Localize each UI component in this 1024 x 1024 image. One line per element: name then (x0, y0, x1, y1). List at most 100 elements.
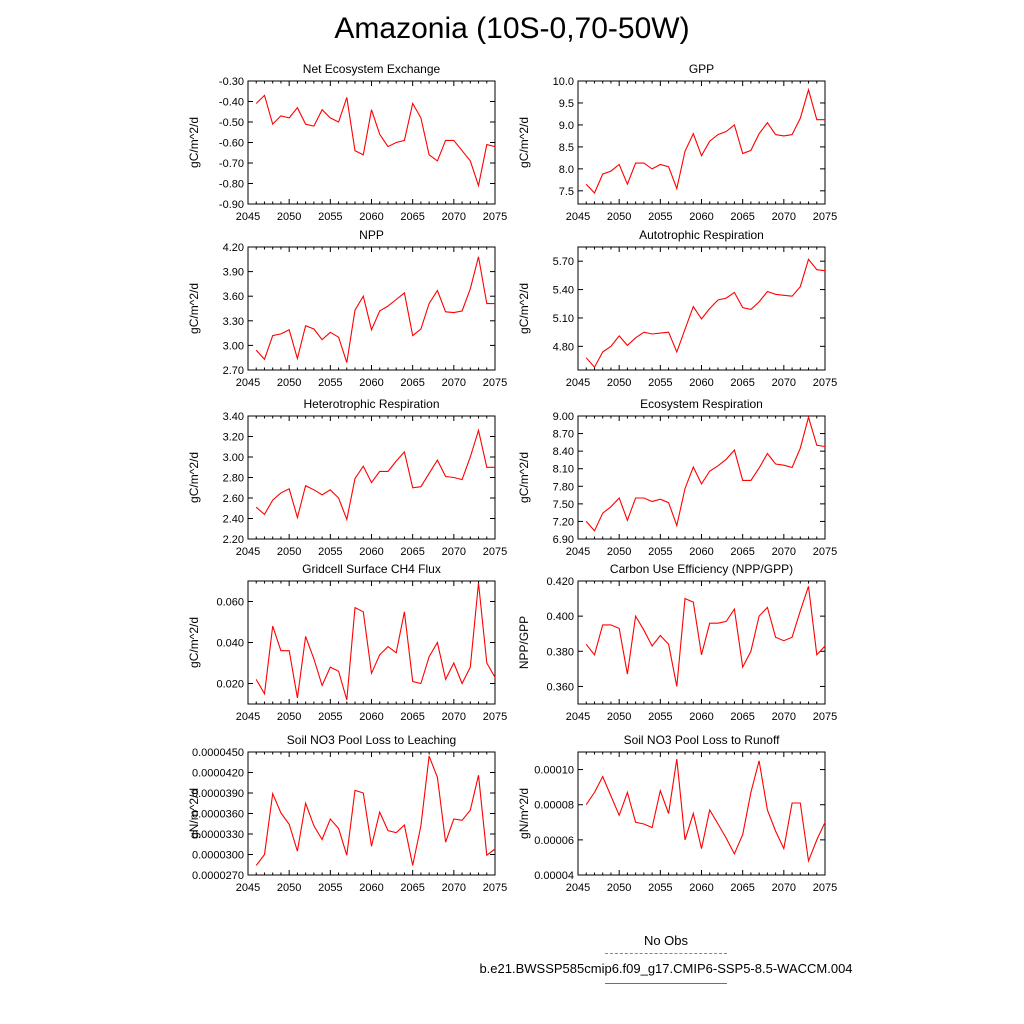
y-tick-label: -0.80 (219, 179, 244, 191)
y-tick-label: 6.90 (553, 534, 574, 546)
y-tick-label: 5.10 (553, 313, 574, 325)
x-tick-label: 2065 (400, 211, 424, 223)
y-tick-label: 7.50 (553, 499, 574, 511)
x-tick-label: 2050 (277, 882, 301, 894)
series-line (585, 87, 825, 194)
plot-frame (577, 415, 826, 540)
chart-panel-4: Autotrophic Respiration gC/m^2/d 4.80 5.10 5… (517, 228, 837, 389)
chart-panel-10: Soil NO3 Pool Loss to RunoffgN/m^2/d0.00… (517, 733, 837, 894)
y-axis-label: gC/m^2/d (187, 283, 201, 334)
y-tick-label: 0.0000330 (192, 829, 244, 841)
y-tick-label: 3.30 (223, 316, 244, 328)
x-tick-label: 2045 (566, 882, 590, 894)
y-tick-label: 0.00010 (534, 765, 574, 777)
x-tick-label: 2060 (359, 882, 383, 894)
y-tick-label: 0.060 (216, 597, 244, 609)
y-tick-label: 0.0000270 (192, 870, 244, 882)
x-tick-label: 2065 (730, 377, 754, 389)
x-tick-label: 2070 (442, 211, 466, 223)
x-tick-label: 2060 (689, 711, 713, 723)
y-tick-label: 7.5 (559, 186, 574, 198)
chart-title: Soil NO3 Pool Loss to Runoff (624, 733, 781, 747)
x-tick-label: 2070 (772, 211, 796, 223)
x-tick-label: 2060 (359, 711, 383, 723)
y-axis-label: gC/m^2/d (517, 283, 531, 334)
x-tick-label: 2065 (400, 711, 424, 723)
y-tick-label: 0.0000390 (192, 788, 244, 800)
x-tick-label: 2055 (318, 546, 342, 558)
legend-obs-line (605, 953, 727, 954)
x-tick-label: 2065 (400, 377, 424, 389)
x-tick-label: 2045 (236, 546, 260, 558)
y-tick-label: 2.80 (223, 473, 244, 485)
chart-title: GPP (689, 62, 714, 76)
x-tick-label: 2050 (607, 211, 631, 223)
plot-frame (577, 751, 826, 876)
y-tick-label: 0.0000360 (192, 809, 244, 821)
y-tick-label: -0.90 (219, 199, 244, 211)
y-tick-label: -0.30 (219, 76, 244, 88)
y-tick-label: -0.70 (219, 158, 244, 170)
y-tick-label: 0.360 (546, 681, 574, 693)
y-tick-label: 0.380 (546, 646, 574, 658)
x-tick-label: 2045 (566, 546, 590, 558)
x-tick-label: 2055 (648, 711, 672, 723)
x-tick-label: 2055 (318, 211, 342, 223)
chart-panel-3: NPP gC/m^2/d 2.70 3.00 3.30 3.60 3.90 4.20 2045 2… (187, 228, 507, 389)
legend-case-label: b.e21.BWSSP585cmip6.f09_g17.CMIP6-SSP5-8… (479, 961, 853, 976)
plot-frame (247, 246, 496, 371)
x-tick-label: 2050 (607, 546, 631, 558)
y-axis-label: gC/m^2/d (187, 617, 201, 668)
x-tick-label: 2065 (730, 882, 754, 894)
plot-frame (247, 80, 496, 205)
x-tick-label: 2050 (277, 711, 301, 723)
y-tick-label: 9.0 (559, 120, 574, 132)
y-tick-label: 9.5 (559, 98, 574, 110)
x-tick-label: 2050 (277, 211, 301, 223)
plot-frame (247, 580, 496, 705)
y-tick-label: 3.00 (223, 340, 244, 352)
y-tick-label: 4.20 (223, 242, 244, 254)
y-axis-label: gC/m^2/d (187, 452, 201, 503)
x-tick-label: 2065 (400, 546, 424, 558)
series-line (585, 586, 826, 687)
series-line (255, 755, 496, 866)
x-tick-label: 2070 (772, 711, 796, 723)
y-tick-label: 3.40 (223, 411, 244, 423)
x-tick-label: 2075 (813, 546, 837, 558)
x-tick-label: 2060 (359, 211, 383, 223)
x-tick-label: 2055 (318, 377, 342, 389)
y-tick-label: 2.60 (223, 493, 244, 505)
chart-panel-5: Heterotrophic Respiration gC/m^2/d 2.20 2.4… (187, 397, 507, 558)
y-tick-label: 3.60 (223, 291, 244, 303)
chart-title: Heterotrophic Respiration (303, 397, 439, 411)
x-tick-label: 2070 (442, 711, 466, 723)
chart-title: Gridcell Surface CH4 Flux (302, 562, 441, 576)
x-tick-label: 2070 (772, 377, 796, 389)
x-tick-label: 2045 (236, 211, 260, 223)
y-tick-label: 3.00 (223, 452, 244, 464)
x-tick-label: 2050 (607, 882, 631, 894)
y-axis-label: gC/m^2/d (517, 117, 531, 168)
chart-title: Autotrophic Respiration (639, 228, 764, 242)
y-tick-label: 0.020 (216, 679, 244, 691)
y-tick-label: 9.00 (553, 411, 574, 423)
y-tick-label: 0.400 (546, 611, 574, 623)
x-tick-label: 2075 (483, 882, 507, 894)
y-tick-label: 7.80 (553, 481, 574, 493)
x-tick-label: 2045 (236, 377, 260, 389)
x-tick-label: 2065 (730, 546, 754, 558)
x-tick-label: 2055 (318, 711, 342, 723)
y-tick-label: 0.0000300 (192, 850, 244, 862)
chart-panel-9: Soil NO3 Pool Loss to LeachinggN/m^2/d0.… (187, 733, 507, 894)
x-tick-label: 2055 (648, 546, 672, 558)
chart-panel-8: Carbon Use Efficiency (NPP/GPP) NPP/GPP 0.… (517, 562, 837, 723)
chart-title: Carbon Use Efficiency (NPP/GPP) (610, 562, 793, 576)
x-tick-label: 2050 (607, 377, 631, 389)
chart-panel-7: Gridcell Surface CH4 Flux gC/m^2/d 0.020 0.… (187, 562, 507, 723)
chart-panel-2: GPP gC/m^2/d 7.5 8.0 8.5 9.0 9.5 10.0 2045 2050 20… (517, 62, 837, 223)
y-tick-label: 10.0 (553, 76, 574, 88)
plot-frame (247, 751, 496, 876)
y-tick-label: 0.0000420 (192, 768, 244, 780)
figure-title: Amazonia (10S-0,70-50W) (334, 12, 690, 45)
